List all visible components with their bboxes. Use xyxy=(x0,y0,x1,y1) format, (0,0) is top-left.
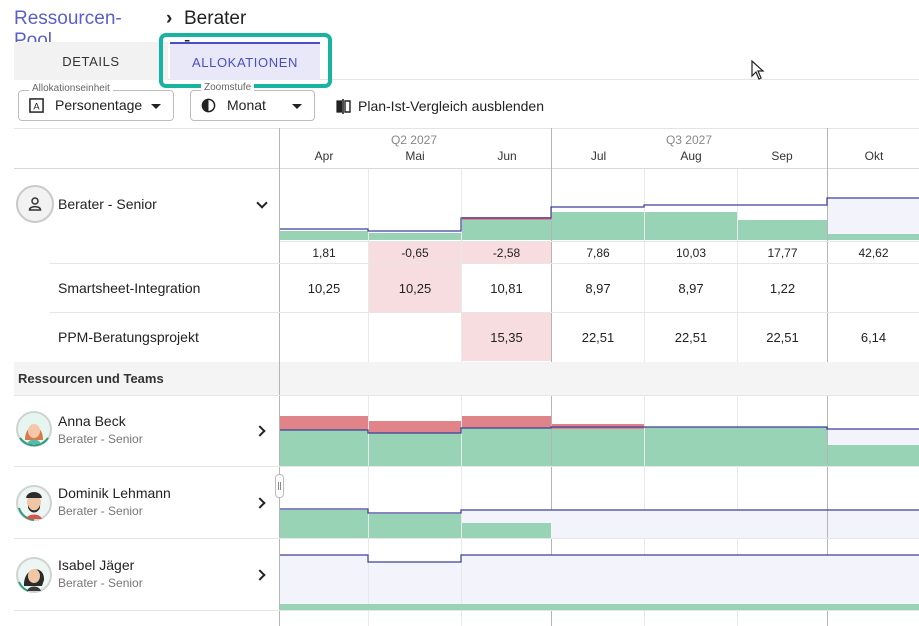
month-label: Okt xyxy=(864,149,884,163)
project-name: Smartsheet-Integration xyxy=(58,280,201,296)
capacity-area xyxy=(828,198,919,240)
allocation-bar xyxy=(280,231,368,240)
resource-name[interactable]: Isabel Jäger xyxy=(58,557,135,573)
plan-actual-toggle-label: Plan-Ist-Vergleich ausblenden xyxy=(358,98,545,114)
quarter-label: Q2 2027 xyxy=(390,133,438,147)
column-resize-handle[interactable] xyxy=(275,474,284,498)
diff-cell: 17,77 xyxy=(767,245,798,260)
project-name: PPM-Beratungsprojekt xyxy=(58,329,199,345)
avatar xyxy=(15,484,53,522)
allocation-bar xyxy=(369,233,461,240)
tab-highlight-frame xyxy=(159,33,332,88)
collapse-chevron-icon[interactable] xyxy=(256,197,268,209)
grid-divider xyxy=(279,362,280,395)
unit-letter-icon: A xyxy=(29,98,44,113)
project-value-cell: 8,97 xyxy=(678,280,704,296)
month-label: Sep xyxy=(771,149,793,163)
capacity-line xyxy=(280,197,919,232)
project-value-cell xyxy=(280,313,368,361)
project-value-cell xyxy=(828,264,919,312)
diff-cell: 7,86 xyxy=(586,245,610,260)
resource-name[interactable]: Anna Beck xyxy=(58,413,126,429)
allocation-unit-select[interactable]: Allokationseinheit A Personentage xyxy=(18,83,174,121)
row-divider xyxy=(14,466,919,467)
month-label: Jul xyxy=(590,149,607,163)
compare-icon xyxy=(336,98,351,114)
expand-chevron-icon[interactable] xyxy=(254,569,266,581)
resource-role: Berater - Senior xyxy=(58,576,143,590)
svg-text:A: A xyxy=(33,102,40,112)
avatar xyxy=(15,410,53,448)
allocation-bar xyxy=(645,212,737,240)
grid-line xyxy=(644,169,645,626)
month-label: Apr xyxy=(314,149,334,163)
grid-line xyxy=(461,169,462,626)
timeline-header: Q2 2027 Q3 2027 Apr Mai Jun Jul Aug Sep … xyxy=(14,128,919,169)
breadcrumb-separator: › xyxy=(166,8,173,29)
tab-allocations[interactable]: ALLOKATIONEN xyxy=(170,42,320,80)
project-value-cell: 1,22 xyxy=(769,280,796,296)
row-divider xyxy=(14,610,919,611)
diff-cell: 1,81 xyxy=(312,245,336,260)
row-divider xyxy=(50,263,919,264)
expand-chevron-icon[interactable] xyxy=(254,497,266,509)
chevron-down-icon xyxy=(151,104,161,109)
person-icon xyxy=(28,197,42,211)
project-value-cell: 6,14 xyxy=(860,329,887,345)
allocation-bar xyxy=(552,212,644,240)
month-label: Aug xyxy=(680,149,702,163)
project-value-cell: 22,51 xyxy=(766,329,799,345)
allocation-bar xyxy=(828,234,919,240)
resource-name[interactable]: Dominik Lehmann xyxy=(58,485,171,501)
allocation-unit-label: Allokationseinheit xyxy=(29,83,113,94)
resource-role: Berater - Senior xyxy=(58,504,143,518)
project-value-cell: 22,51 xyxy=(581,329,615,345)
zoom-circle-icon xyxy=(201,98,216,113)
allocation-bar xyxy=(462,217,551,240)
row-divider xyxy=(14,395,919,396)
resource-capacity-chart xyxy=(280,554,919,610)
resource-capacity-chart xyxy=(280,508,919,538)
zoom-level-value: Monat xyxy=(227,97,266,113)
section-title: Ressourcen und Teams xyxy=(18,371,164,386)
expand-chevron-icon[interactable] xyxy=(254,425,266,437)
zoom-level-label: Zoomstufe xyxy=(201,82,255,93)
plan-actual-toggle-button[interactable]: Plan-Ist-Vergleich ausblenden xyxy=(336,96,544,116)
chevron-down-icon xyxy=(292,104,302,109)
resource-capacity-chart xyxy=(280,416,919,466)
project-value-cell: 10,25 xyxy=(307,280,341,296)
role-name: Berater - Senior xyxy=(58,196,157,212)
section-header: Ressourcen und Teams xyxy=(14,362,919,395)
quarter-label: Q3 2027 xyxy=(665,133,713,147)
grid-line xyxy=(737,169,738,626)
diff-cell: -0,65 xyxy=(369,242,461,263)
month-label: Mai xyxy=(405,149,425,163)
project-value-cell: 22,51 xyxy=(674,329,708,345)
row-divider xyxy=(280,241,919,242)
month-label: Jun xyxy=(497,149,517,163)
grid-line xyxy=(368,169,369,626)
avatar xyxy=(15,556,53,594)
allocation-bar xyxy=(738,220,827,240)
diff-cell: 10,03 xyxy=(675,245,707,260)
zoom-level-select[interactable]: Zoomstufe Monat xyxy=(190,82,315,121)
diff-cell: 42,62 xyxy=(858,245,889,260)
project-value-cell: 8,97 xyxy=(585,280,611,296)
role-capacity-chart xyxy=(280,197,919,240)
row-divider xyxy=(50,312,919,313)
row-divider xyxy=(14,538,919,539)
allocation-unit-value: Personentage xyxy=(55,97,143,113)
resource-role: Berater - Senior xyxy=(58,432,143,446)
project-value-cell: 10,81 xyxy=(490,280,523,296)
tab-details[interactable]: DETAILS xyxy=(14,42,168,80)
diff-cell: -2,58 xyxy=(462,242,551,263)
project-value-cell: 15,35 xyxy=(462,313,551,361)
mouse-cursor-icon xyxy=(751,60,765,80)
tab-bar: DETAILS ALLOKATIONEN xyxy=(14,42,919,80)
project-value-cell: 10,25 xyxy=(369,264,461,312)
project-value-cell xyxy=(369,313,461,361)
